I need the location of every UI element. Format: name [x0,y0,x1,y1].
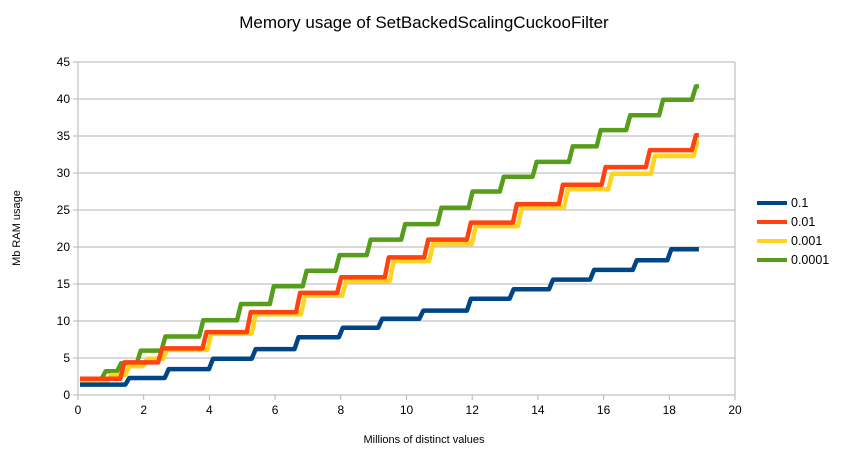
legend-item: 0.0001 [757,250,829,269]
legend: 0.1 0.01 0.001 0.0001 [757,193,829,269]
legend-item: 0.01 [757,212,829,231]
legend-swatch [757,219,787,224]
legend-label: 0.0001 [791,252,830,267]
legend-item: 0.001 [757,231,829,250]
legend-label: 0.1 [791,195,809,210]
legend-swatch [757,200,787,205]
y-tick-label: 10 [57,314,71,328]
x-tick-label: 20 [728,403,742,417]
x-tick-label: 10 [400,403,414,417]
chart-title: Memory usage of SetBackedScalingCuckooFi… [239,13,609,32]
y-tick-label: 15 [57,277,71,291]
legend-item: 0.1 [757,193,829,212]
y-tick-label: 5 [63,351,70,365]
y-tick-label: 45 [57,55,71,69]
x-tick-label: 16 [597,403,611,417]
series-line-0.0001 [80,84,699,381]
y-tick-label: 0 [63,388,70,402]
x-tick-label: 14 [531,403,545,417]
y-tick-label: 20 [57,240,71,254]
legend-label: 0.001 [791,233,823,248]
x-tick-label: 12 [466,403,480,417]
y-tick-label: 30 [57,166,71,180]
legend-swatch [757,257,787,262]
y-tick-label: 40 [57,92,71,106]
x-tick-label: 0 [75,403,82,417]
x-tick-label: 6 [272,403,279,417]
y-tick-label: 25 [57,203,71,217]
series-line-0.1 [80,246,699,387]
x-tick-label: 2 [140,403,147,417]
x-tick-label: 8 [337,403,344,417]
legend-swatch [757,238,787,243]
x-tick-label: 18 [663,403,677,417]
x-axis-title: Millions of distinct values [363,434,485,446]
legend-label: 0.01 [791,214,816,229]
x-tick-label: 4 [206,403,213,417]
series-line-0.01 [80,133,699,381]
y-tick-label: 35 [57,129,71,143]
